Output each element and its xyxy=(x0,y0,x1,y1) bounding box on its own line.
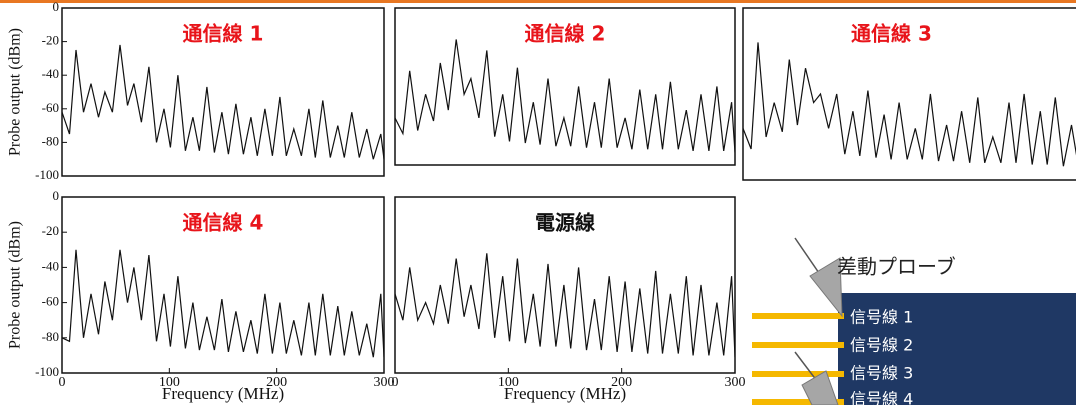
x-tick-label: 0 xyxy=(392,375,399,390)
spectrum-line xyxy=(743,42,1076,166)
wire xyxy=(752,313,844,319)
chart-title: 通信線 4 xyxy=(183,211,264,235)
wire xyxy=(752,342,844,348)
top-rule xyxy=(0,0,1076,3)
y-axis-label: Probe output (dBm) xyxy=(7,28,24,156)
chart-title: 通信線 2 xyxy=(525,22,606,46)
y-axis-label: Probe output (dBm) xyxy=(7,221,24,349)
y-tick-label: -20 xyxy=(42,33,59,48)
y-tick-label: -100 xyxy=(35,364,59,379)
y-tick-label: -80 xyxy=(42,329,59,344)
signal-line-label: 信号線 1 xyxy=(850,308,913,327)
y-tick-label: -60 xyxy=(42,294,59,309)
chart-title: 通信線 3 xyxy=(851,22,932,46)
probe-label: 差動プローブ xyxy=(837,255,956,279)
diagram: 差動プローブ 信号線 1 信号線 2 信号線 3 信号線 4 xyxy=(752,238,1076,405)
plot xyxy=(62,45,384,159)
y-tick-label: 0 xyxy=(53,0,60,14)
signal-line-label: 信号線 2 xyxy=(850,336,913,355)
y-tick-label: -60 xyxy=(42,100,59,115)
x-axis-label: Frequency (MHz) xyxy=(162,384,284,403)
plot xyxy=(395,253,735,357)
y-tick-label: -40 xyxy=(42,66,59,81)
y-tick-label: -40 xyxy=(42,258,59,273)
y-tick-label: -100 xyxy=(35,167,59,182)
spectrum-line xyxy=(395,253,735,357)
chart-title: 電源線 xyxy=(535,211,595,235)
chart: 通信線 2 xyxy=(395,8,735,165)
chart-title: 通信線 1 xyxy=(183,22,264,46)
signal-line-label: 信号線 3 xyxy=(850,364,913,383)
spectrum-line xyxy=(395,39,735,152)
chart: 0 -20 -40 -60 -80 -100 通信線 1 Probe output (dBm) xyxy=(7,0,384,182)
signal-line-label: 信号線 4 xyxy=(850,390,913,405)
slide: 0 -20 -40 -60 -80 -100 通信線 1 Probe output (dBm)… xyxy=(0,0,1076,405)
plot xyxy=(743,42,1076,166)
plot xyxy=(62,250,384,357)
spectrum-line xyxy=(62,250,384,357)
plot xyxy=(395,39,735,152)
y-tick-label: -80 xyxy=(42,133,59,148)
chart: 通信線 3 xyxy=(743,8,1076,180)
x-axis-label: Frequency (MHz) xyxy=(504,384,626,403)
x-tick-label: 0 xyxy=(59,375,66,390)
y-tick-label: -20 xyxy=(42,223,59,238)
wire xyxy=(752,371,844,377)
spectrum-line xyxy=(62,45,384,159)
x-tick-label: 300 xyxy=(725,375,746,390)
y-tick-label: 0 xyxy=(53,188,60,203)
